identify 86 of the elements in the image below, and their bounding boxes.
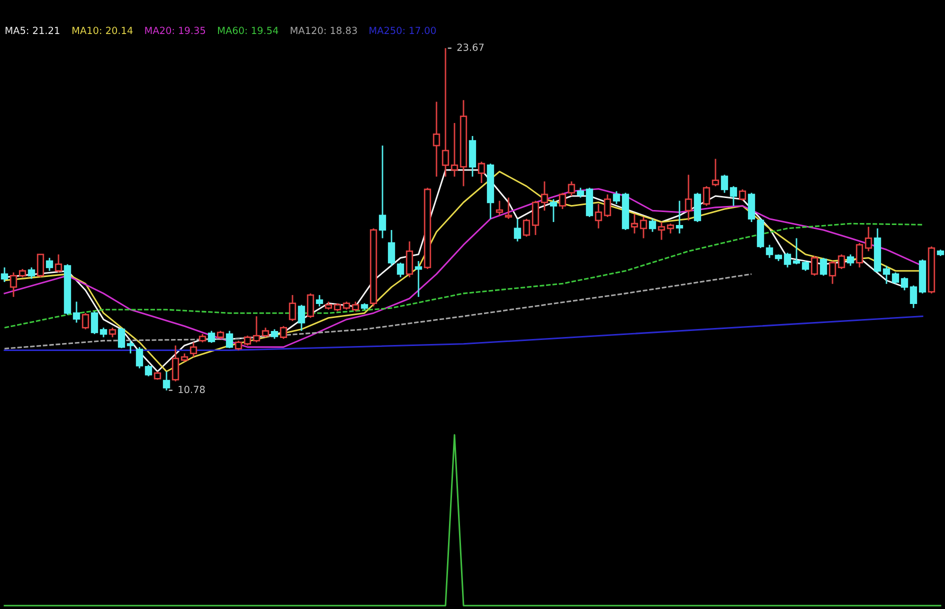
text: MA5: 21.21 [6, 26, 60, 34]
candlestick [594, 203, 602, 230]
candlestick [864, 226, 872, 252]
candlestick [90, 310, 98, 335]
candlestick [504, 196, 512, 220]
candlestick [802, 260, 810, 272]
candlestick [72, 300, 80, 324]
candlestick [388, 229, 396, 267]
candlestick [810, 255, 818, 276]
candlestick [820, 257, 828, 276]
candlestick [478, 161, 486, 184]
candlestick [28, 266, 36, 280]
candlestick [828, 260, 836, 285]
candlestick [648, 218, 656, 233]
candlestick [532, 200, 540, 236]
candlestick [136, 346, 144, 369]
candlestick [36, 254, 44, 278]
candlestick [244, 334, 252, 346]
candlestick [352, 300, 360, 312]
candlestick [208, 330, 216, 344]
candlestick [82, 312, 90, 330]
candlestick [108, 326, 116, 338]
candlestick [226, 330, 234, 349]
candlestick [766, 244, 774, 259]
candlestick [432, 101, 440, 178]
candlestick [514, 218, 522, 242]
candlestick [280, 325, 288, 340]
candlestick [0, 266, 8, 283]
candlestick [288, 294, 296, 322]
candlestick [630, 213, 638, 234]
candlestick [856, 242, 864, 268]
annotation: 10.78 [178, 386, 205, 394]
candlestick [450, 122, 458, 178]
text: MA120: 18.83 [290, 26, 357, 34]
candlestick [910, 284, 918, 309]
candlestick [522, 218, 530, 238]
candlestick [604, 194, 612, 218]
text: MA10: 20.14 [72, 26, 133, 34]
candlestick [730, 185, 738, 207]
candlestick [262, 326, 270, 338]
candlestick [558, 192, 566, 210]
candlestick [306, 292, 314, 319]
candlestick [144, 364, 152, 377]
candlestick [900, 276, 908, 291]
annotation: 23.67 [457, 44, 484, 51]
candlestick [496, 200, 504, 216]
candlestick [612, 190, 620, 205]
candlestick [846, 254, 854, 267]
candlestick [540, 180, 548, 212]
candlestick [118, 326, 126, 349]
candlestick [892, 272, 900, 285]
text: MA20: 19.35 [145, 26, 206, 34]
candlestick [550, 198, 558, 223]
candlestick [784, 252, 792, 268]
candlestick [666, 222, 674, 234]
candlestick [316, 294, 324, 308]
candlestick [396, 262, 404, 278]
candlestick [234, 340, 242, 351]
candlestick [838, 254, 846, 270]
candlestick [676, 200, 684, 234]
candlestick [46, 257, 54, 272]
candlestick [882, 265, 890, 285]
candlestick [406, 240, 414, 278]
candlestick [576, 187, 584, 198]
candlestick [684, 174, 692, 222]
text: MA60: 19.54 [218, 26, 278, 34]
candlestick [720, 174, 728, 194]
candlestick [252, 316, 260, 343]
candlestick [172, 344, 180, 382]
candlestick [270, 328, 278, 340]
candlestick [568, 180, 576, 197]
candlestick [414, 260, 422, 298]
candlestick [640, 216, 648, 239]
candlestick [126, 340, 134, 354]
candlestick [378, 144, 386, 239]
candlestick [298, 304, 306, 332]
candlestick [702, 185, 710, 207]
candlestick [738, 188, 746, 202]
candlestick [712, 158, 720, 187]
candlestick [10, 272, 18, 298]
candlestick [658, 221, 666, 241]
candlestick [100, 326, 108, 338]
candlestick [190, 342, 198, 358]
candlestick [792, 238, 800, 265]
text: MA250: 17.00 [370, 26, 436, 34]
candlestick [54, 254, 62, 274]
